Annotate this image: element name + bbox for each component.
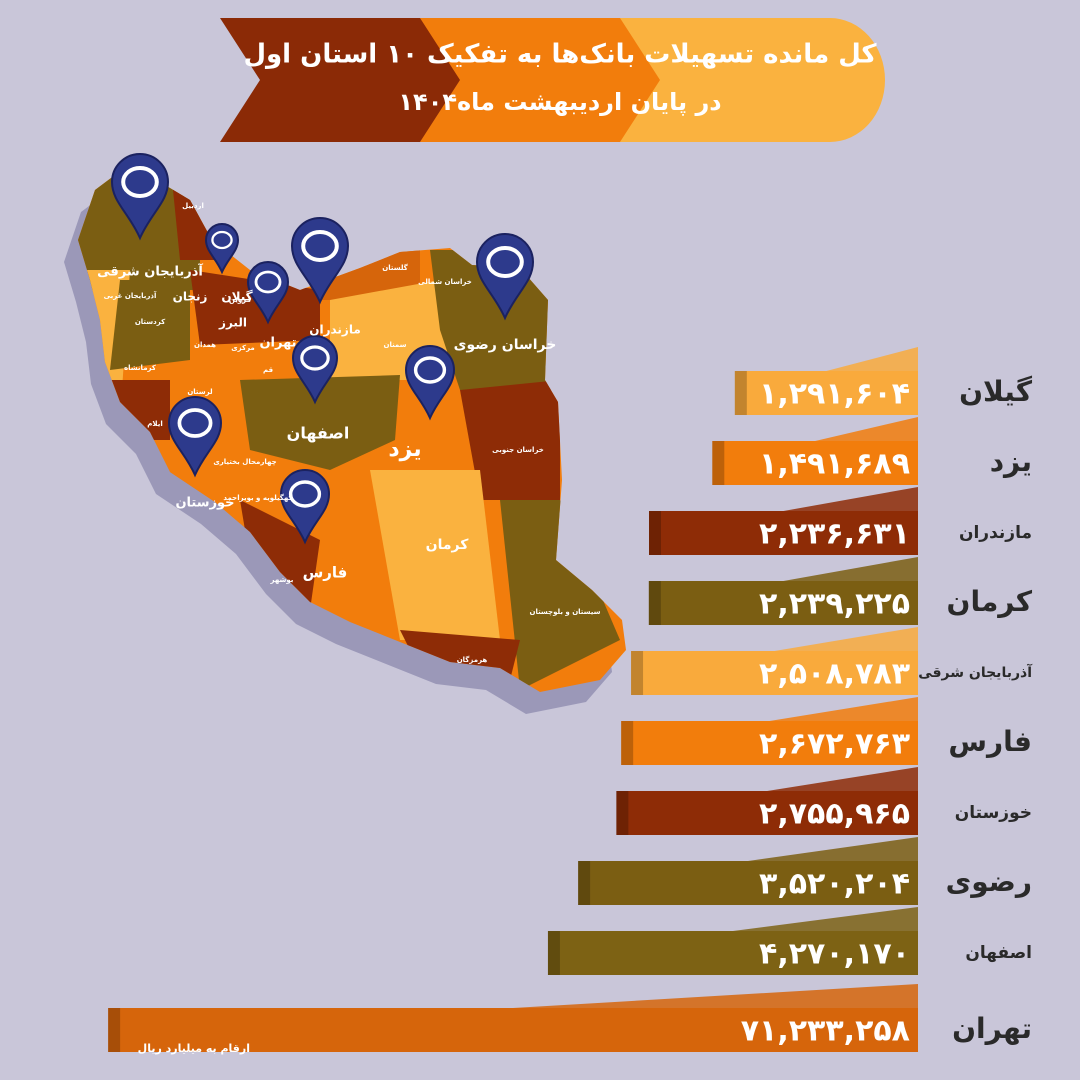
value-label: ۷۱,۲۳۳,۲۵۸: [741, 1014, 910, 1049]
map-pin-ring: [288, 480, 322, 508]
map-label: آذربایجان شرقی: [97, 263, 203, 280]
map-label: اصفهان: [287, 424, 350, 443]
map-label: قم: [263, 366, 273, 374]
bar: [108, 1008, 919, 1052]
map-pin-ring: [486, 246, 524, 278]
map-label: سمنان: [383, 341, 406, 349]
value-label: ۳,۵۲۰,۲۰۴: [759, 867, 910, 902]
bar-top-facet: [783, 557, 918, 581]
map-label: کهگیلویه و بویراحمد: [223, 493, 293, 502]
category-label: فارس: [948, 725, 1032, 758]
unit-note: ارقام به میلیارد ریال: [138, 1042, 250, 1055]
map-label: آذربایجان غربی: [104, 291, 157, 300]
bar-top-facet: [748, 837, 918, 861]
bar-top-facet: [783, 487, 918, 511]
map-label: اردبیل: [182, 202, 204, 210]
bar-end-shade: [616, 791, 629, 835]
map-label: مرکزی: [231, 344, 255, 352]
map-label: بوشهر: [270, 576, 294, 584]
map-label: کردستان: [135, 318, 166, 326]
map-label: یزد: [388, 437, 421, 462]
map-label: لرستان: [187, 388, 213, 396]
map-label: مازندران: [309, 323, 361, 337]
map-pin-ring: [413, 356, 447, 384]
map-label: تهران: [259, 336, 296, 351]
subtitle: در پایان اردیبهشت ماه۱۴۰۴: [398, 88, 721, 116]
bar: [547, 931, 918, 975]
map-label: کرمان: [426, 537, 470, 553]
map-pin-ring: [211, 230, 233, 250]
category-label: خوزستان: [955, 803, 1032, 823]
bar: [578, 861, 918, 905]
category-label: کرمان: [947, 585, 1033, 618]
category-label: یزد: [990, 445, 1032, 478]
map-label: گلستان: [382, 263, 408, 272]
value-label: ۲,۲۳۶,۶۳۱: [759, 517, 910, 552]
bar: [734, 371, 918, 415]
map-label: ایلام: [147, 420, 162, 428]
category-label: مازندران: [959, 523, 1032, 543]
map-label: کرمانشاه: [124, 364, 157, 372]
map-label: چهارمحال بختیاری: [213, 458, 276, 466]
value-label: ۴,۲۷۰,۱۷۰: [759, 937, 910, 972]
map-label: خراسان شمالی: [418, 278, 472, 286]
bar-end-shade: [734, 371, 747, 415]
bar: [631, 651, 918, 695]
value-label: ۱,۲۹۱,۶۰۴: [759, 377, 910, 412]
bar: [616, 791, 918, 835]
category-label: اصفهان: [965, 943, 1032, 963]
bar-top-facet: [769, 697, 918, 721]
value-label: ۲,۵۰۸,۷۸۳: [759, 657, 910, 692]
map-pin-ring: [301, 230, 339, 262]
bar: [712, 441, 918, 485]
bar-end-shade: [578, 861, 591, 905]
map-pin-ring: [177, 408, 213, 438]
map-label: سیستان و بلوچستان: [529, 608, 600, 616]
bar-top-facet: [732, 907, 918, 931]
map-label: زنجان: [173, 290, 208, 304]
category-label: رضوی: [946, 865, 1032, 898]
bar: [649, 511, 918, 555]
value-label: ۲,۶۷۲,۷۶۳: [759, 727, 910, 762]
bar: [621, 721, 918, 765]
map-label: خراسان رضوی: [454, 337, 557, 353]
map-pin-ring: [300, 345, 330, 371]
category-label: تهران: [952, 1012, 1032, 1045]
map-label: قزوین: [229, 296, 252, 304]
map-label: البرز: [218, 316, 247, 330]
bars: ۱,۲۹۱,۶۰۴ گیلان ۱,۴۹۱,۶۸۹ یزد ۲,۲۳۶,۶۳۱ مازند…: [108, 347, 1033, 1055]
bar-top-facet: [767, 767, 918, 791]
map-pin-ring: [254, 270, 282, 294]
map-label: خراسان جنوبی: [492, 446, 544, 454]
title-banner: [220, 18, 885, 142]
bar-end-shade: [547, 931, 560, 975]
bar-end-shade: [712, 441, 725, 485]
category-label: آذربایجان شرقی: [918, 663, 1033, 681]
bar-end-shade: [621, 721, 634, 765]
value-label: ۲,۷۵۵,۹۶۵: [759, 797, 910, 832]
pins: آذربایجان شرقی گیلان تهران مازندران خراسان ر…: [97, 153, 601, 664]
map-pin-ring: [121, 166, 159, 198]
bar: [648, 581, 918, 625]
map-label: گیلان: [221, 290, 252, 304]
value-label: ۲,۲۳۹,۲۲۵: [759, 587, 910, 622]
category-label: گیلان: [959, 375, 1033, 408]
bar-end-shade: [649, 511, 662, 555]
bar-top-facet: [815, 417, 918, 441]
map: [64, 175, 626, 714]
bar-end-shade: [648, 581, 661, 625]
map-label: هرمزگان: [457, 655, 488, 664]
map-label: همدان: [194, 341, 216, 349]
map-label: فارس: [303, 564, 348, 582]
value-label: ۱,۴۹۱,۶۸۹: [759, 447, 910, 482]
bar-end-shade: [108, 1008, 121, 1052]
map-label: خوزستان: [175, 496, 234, 511]
bar-top-facet: [513, 984, 918, 1008]
bar-end-shade: [631, 651, 644, 695]
bar-top-facet: [774, 627, 918, 651]
title: کل مانده تسهیلات بانک‌ها به تفکیک ۱۰ است…: [243, 40, 877, 70]
bar-top-facet: [826, 347, 918, 371]
